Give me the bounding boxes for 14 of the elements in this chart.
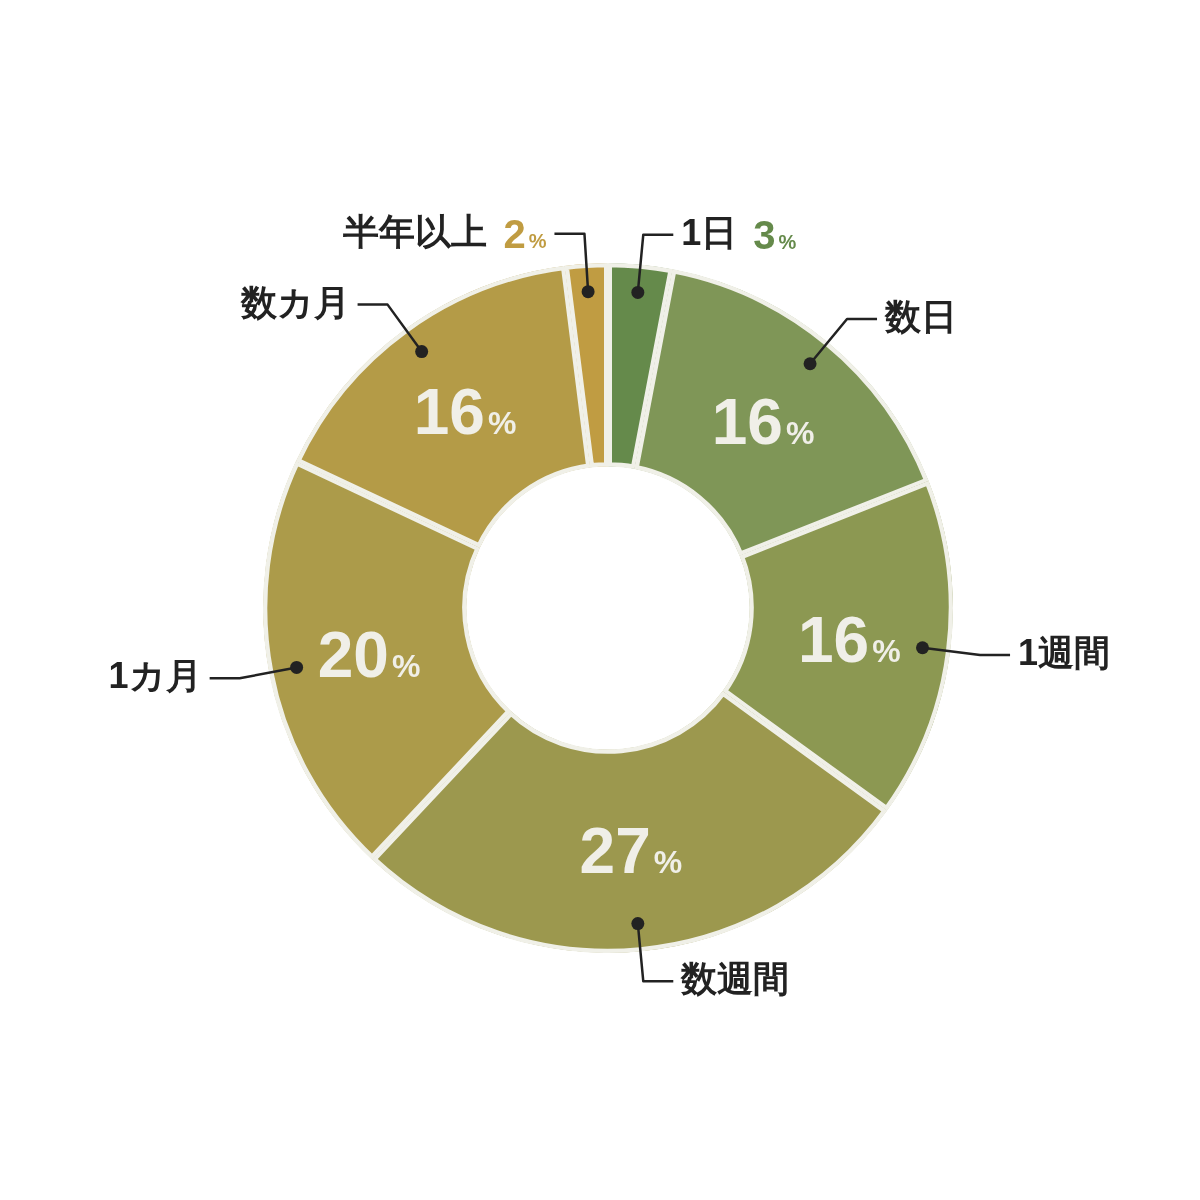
slice-label: 数日 [884,295,958,337]
data-label: 27% [579,815,683,888]
data-label: 3% [753,213,797,258]
slice-label: 1カ月 [108,655,202,697]
slice-label: 数週間 [680,958,790,1000]
data-label: 16% [413,376,517,449]
slice-label: 1日 [681,211,738,253]
data-label: 16% [797,603,901,676]
slice-label: 半年以上 [343,210,488,252]
slice-label: 1週間 [1018,631,1111,673]
data-label: 20% [317,618,421,691]
data-label: 2% [503,212,547,257]
data-label: 16% [711,385,815,458]
slice-label: 数カ月 [239,281,350,323]
